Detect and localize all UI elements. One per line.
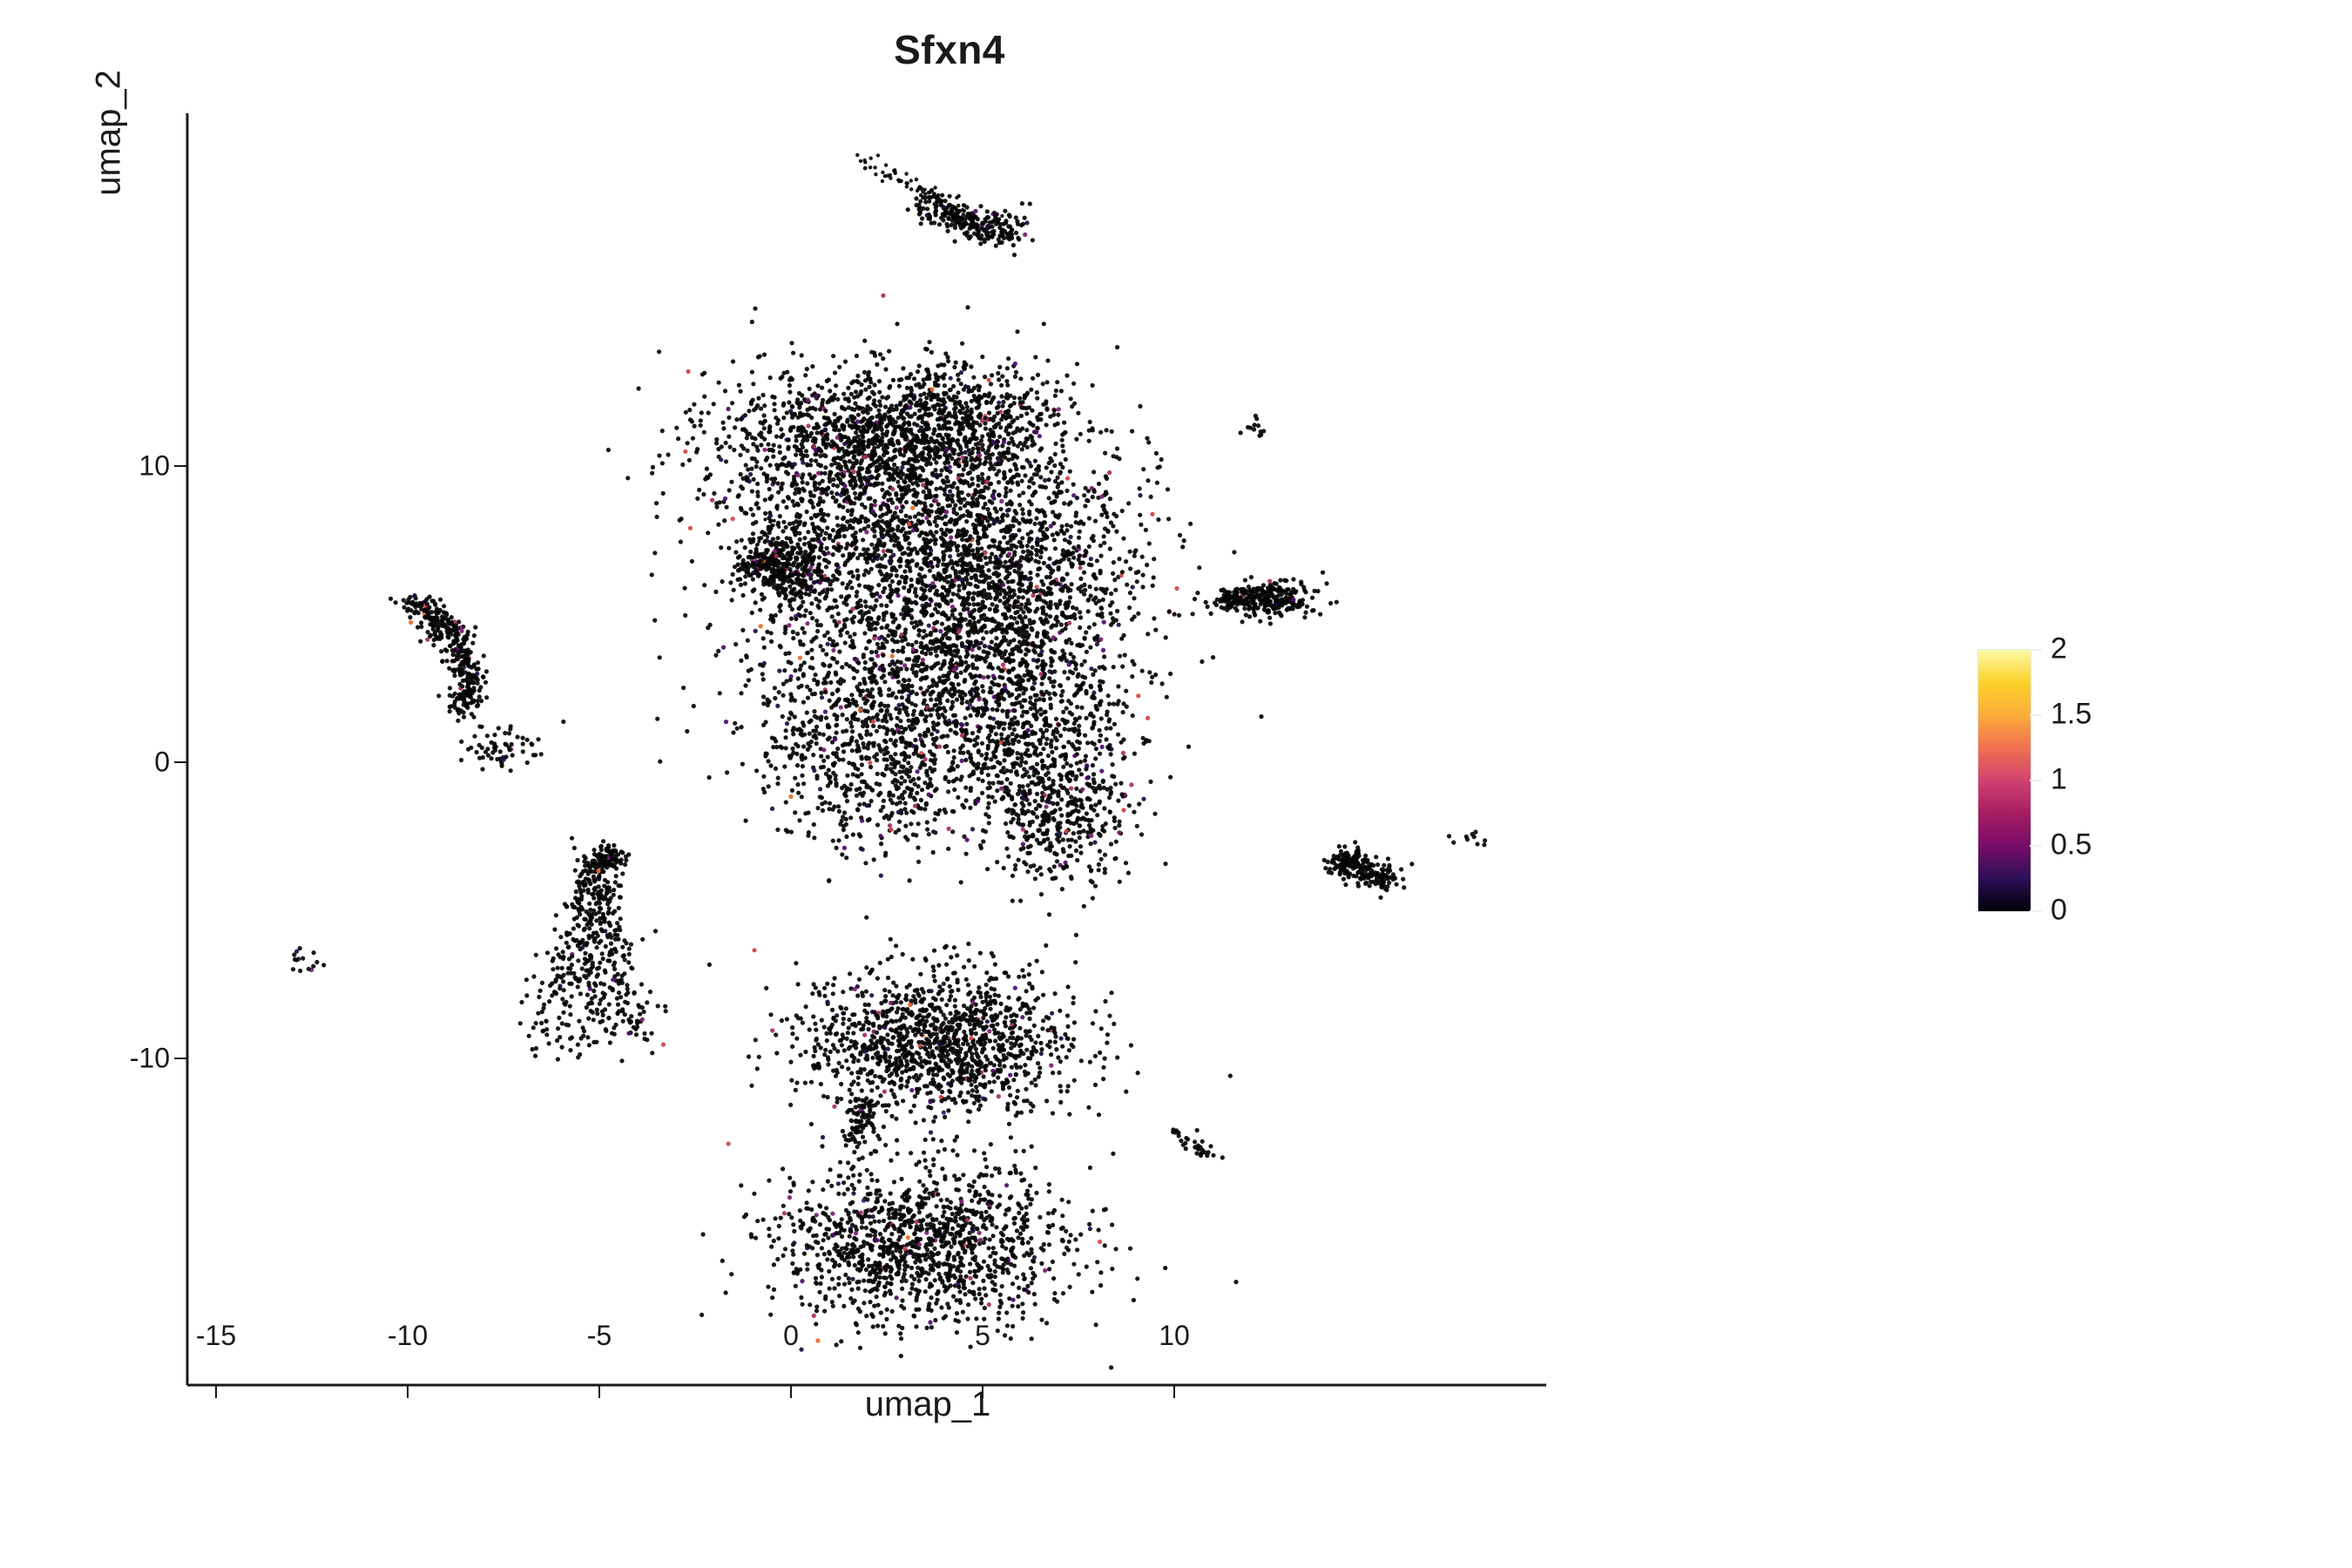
x-tick-label: 0 bbox=[783, 1320, 799, 1352]
x-tick-label: 5 bbox=[975, 1320, 990, 1352]
y-tick-marks bbox=[174, 466, 187, 1058]
color-legend: 2 1.5 1 0.5 0 bbox=[1977, 597, 2239, 1006]
scatter-points-group bbox=[291, 153, 1487, 1370]
chart-title: Sfxn4 bbox=[0, 26, 1899, 73]
y-axis-title: umap_2 bbox=[90, 0, 129, 769]
umap-plot-container: Sfxn4 -15 - bbox=[0, 0, 2352, 1568]
plot-area: -15 -10 -5 0 5 10 10 0 -10 umap_1 umap_2 bbox=[187, 113, 1668, 1385]
scatter-svg bbox=[187, 113, 1668, 1385]
colorbar-gradient bbox=[1977, 649, 2031, 912]
legend-tick-label: 0.5 bbox=[2051, 828, 2092, 862]
y-tick-label: 10 bbox=[139, 450, 170, 483]
legend-tick-label: 1.5 bbox=[2051, 698, 2092, 732]
x-tick-label: -15 bbox=[196, 1320, 236, 1352]
y-tick-label: 0 bbox=[154, 747, 170, 779]
x-tick-label: -10 bbox=[388, 1320, 428, 1352]
y-tick-label: -10 bbox=[130, 1043, 170, 1075]
legend-tick-label: 1 bbox=[2051, 763, 2067, 797]
x-tick-label: 10 bbox=[1159, 1320, 1190, 1352]
legend-tick-label: 0 bbox=[2051, 894, 2067, 928]
x-tick-label: -5 bbox=[587, 1320, 612, 1352]
legend-tick-label: 2 bbox=[2051, 632, 2067, 666]
x-axis-title: umap_1 bbox=[187, 1385, 1668, 1424]
